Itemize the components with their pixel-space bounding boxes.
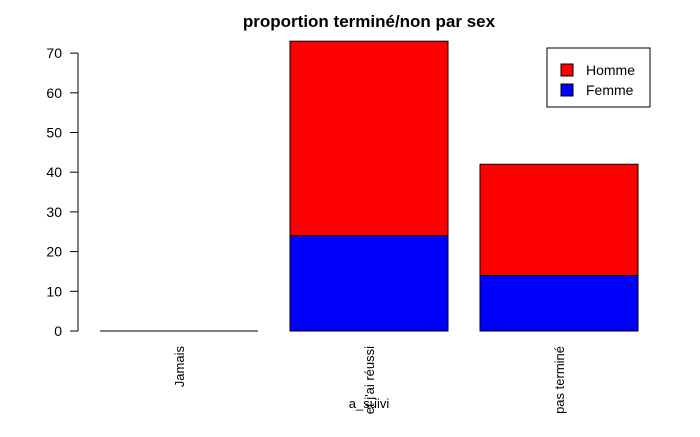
legend-box: [546, 47, 651, 108]
y-axis: 0 10 20 30 40 50 60 70: [46, 45, 79, 339]
y-tick-label: 50: [46, 125, 62, 141]
y-tick-label: 20: [46, 244, 62, 260]
x-category-label: Jamais: [172, 346, 187, 388]
x-category-label: et j'ai réussi: [362, 346, 377, 414]
bar-homme-3: [479, 163, 639, 276]
bar-femme-2: [289, 235, 449, 332]
legend-swatch-femme: [560, 83, 574, 97]
legend-label-homme: Homme: [586, 62, 635, 78]
y-tick-label: 70: [46, 45, 62, 61]
legend-label-femme: Femme: [586, 82, 634, 98]
y-tick-label: 30: [46, 204, 62, 220]
bar-homme-2: [289, 40, 449, 237]
legend-swatch-homme: [560, 63, 574, 77]
bars: [100, 40, 639, 332]
x-category-labels: Jamais et j'ai réussi pas terminé: [172, 346, 567, 415]
chart-title: proportion terminé/non par sex: [243, 12, 496, 31]
legend: Homme Femme: [546, 47, 651, 108]
x-category-label: pas terminé: [552, 346, 567, 414]
bar-femme-3: [479, 274, 639, 332]
y-tick-label: 60: [46, 85, 62, 101]
x-axis-label: a_suivi: [349, 396, 390, 411]
y-tick-label: 40: [46, 164, 62, 180]
y-tick-label: 0: [54, 323, 62, 339]
y-tick-label: 10: [46, 283, 62, 299]
